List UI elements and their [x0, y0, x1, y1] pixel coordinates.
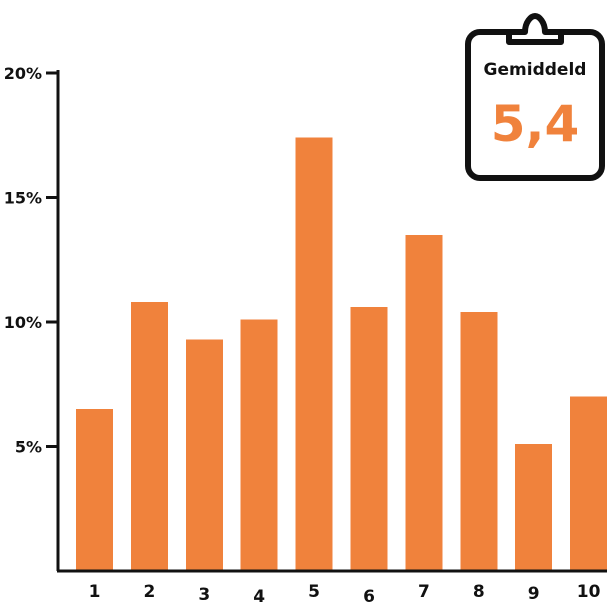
bar-3: [185, 339, 223, 571]
y-tick-label: 5%: [15, 438, 42, 457]
average-value: 5,4: [490, 95, 580, 153]
y-tick-label: 10%: [4, 313, 42, 332]
x-category-label: 2: [143, 582, 155, 602]
x-category-label: 6: [363, 587, 375, 606]
x-axis-labels: 1 2 3 4 5 6 7 8 9 10: [89, 582, 601, 606]
bar-8: [460, 312, 498, 571]
bars-group: [76, 137, 607, 572]
x-category-label: 8: [473, 582, 485, 602]
bar-10: [570, 396, 607, 571]
x-category-label: 10: [577, 582, 601, 602]
x-category-label: 3: [198, 585, 210, 605]
y-axis-ticks: 5% 10% 15% 20%: [4, 64, 58, 457]
bar-9: [515, 444, 553, 571]
x-category-label: 4: [253, 587, 265, 606]
bar-7: [405, 234, 443, 572]
x-category-label: 5: [308, 582, 320, 602]
bar-1: [76, 409, 113, 571]
x-category-label: 7: [418, 582, 430, 602]
clipboard-icon: [465, 13, 605, 181]
bar-2: [130, 302, 168, 571]
average-card: Gemiddeld 5,4: [465, 12, 605, 182]
average-title: Gemiddeld: [483, 60, 587, 80]
x-category-label: 9: [528, 584, 540, 604]
x-category-label: 1: [89, 582, 101, 602]
y-tick-label: 20%: [4, 64, 42, 83]
bar-6: [350, 307, 388, 571]
bar-4: [240, 319, 278, 571]
bar-5: [295, 137, 333, 571]
y-tick-label: 15%: [4, 189, 42, 208]
